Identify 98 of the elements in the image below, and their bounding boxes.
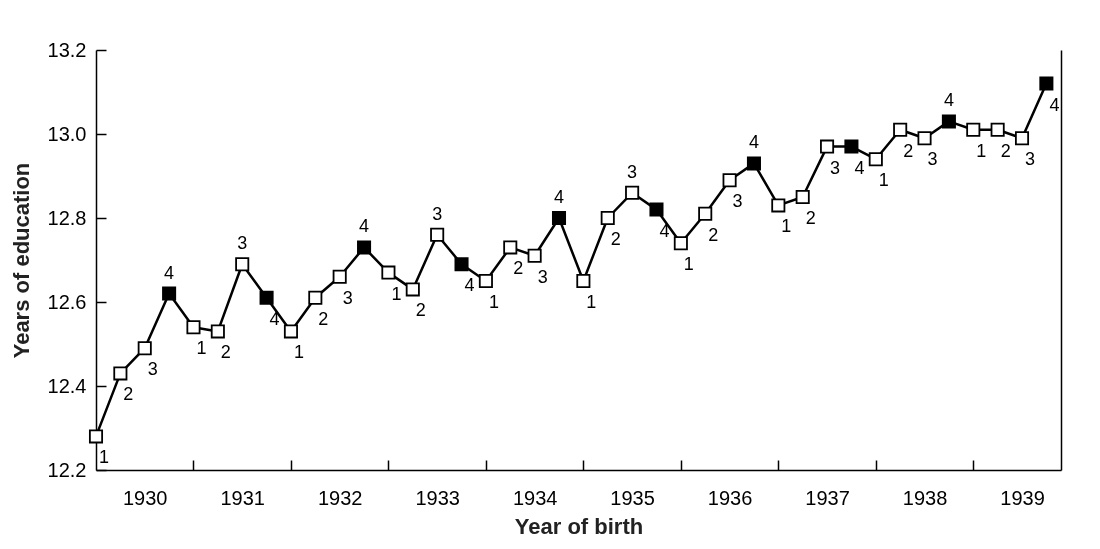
x-tick-label: 1935 [610,486,655,509]
annotation: 3 [830,157,841,178]
annotation: 4 [943,90,954,111]
x-tick-label: 1936 [707,486,753,509]
annotation: 4 [464,275,475,296]
y-tick-label: 12.6 [47,290,87,313]
x-tick-label: 1937 [805,486,850,509]
annotation: 1 [878,170,889,191]
x-tick-label: 1939 [1000,486,1045,509]
point [1039,76,1054,91]
annotation: 3 [432,203,443,224]
point [966,122,981,137]
x-tick-label: 1938 [902,486,948,509]
annotation: 2 [415,300,426,321]
annotation: 1 [196,338,207,359]
annotation: 4 [554,187,565,207]
x-axis-title: Year of birth [514,513,644,539]
annotation: 1 [293,342,304,363]
y-tick-label: 12.2 [47,458,87,481]
annotation: 3 [237,233,248,254]
annotation: 3 [732,191,743,212]
point [893,122,908,137]
x-tick-label: 1934 [512,486,558,509]
point [162,286,177,301]
y-tick-label: 12.4 [47,374,87,397]
annotation: 2 [220,342,231,363]
point [357,240,372,255]
annotation: 1 [98,447,110,468]
annotation: 3 [627,161,638,182]
annotation: 1 [781,216,792,237]
annotation: 2 [610,229,621,249]
x-tick-label: 1932 [317,486,363,509]
point [186,320,201,335]
point [649,202,664,217]
point [503,240,518,255]
annotation: 1 [586,292,597,312]
x-tick-label: 1931 [220,486,265,509]
annotation: 4 [1049,94,1060,115]
annotation: 1 [976,140,987,161]
point [332,269,347,284]
point [868,152,883,167]
point [820,139,835,154]
point [381,265,396,280]
point [795,189,810,205]
point [308,290,323,305]
point [113,366,128,381]
annotation: 2 [1000,140,1011,161]
point [576,273,591,289]
x-tick-label: 1933 [415,486,460,509]
point [478,273,493,289]
annotation: 2 [513,258,524,279]
point [990,122,1005,137]
annotation: 2 [123,384,134,405]
y-tick-label: 13.0 [47,122,87,145]
point [454,257,469,272]
annotation: 1 [683,254,694,275]
point [600,210,615,226]
annotation: 1 [488,292,499,312]
annotation: 4 [659,220,670,241]
point [941,114,956,129]
point [551,210,567,226]
point [625,185,640,200]
annotation: 2 [708,224,719,245]
point [235,257,250,272]
annotation: 3 [537,266,548,287]
point [771,198,786,213]
y-tick-label: 12.8 [47,206,87,229]
y-axis-title: Years of education [8,162,34,359]
point [527,248,542,263]
annotation: 4 [164,262,175,283]
point [673,236,688,251]
annotation: 4 [269,308,280,329]
annotation: 2 [318,308,329,329]
point [88,429,104,444]
annotation: 4 [854,157,865,178]
annotation: 3 [1025,149,1036,170]
annotation: 3 [147,359,158,380]
annotation: 2 [805,208,816,228]
annotation: 4 [748,132,759,153]
x-tick-label: 1930 [122,486,168,509]
point [259,290,274,305]
point [698,206,713,221]
point [137,341,152,356]
point [722,173,737,188]
point [746,156,761,171]
point [844,139,859,154]
annotation: 3 [927,149,938,170]
point [917,131,932,146]
annotation: 3 [342,287,353,308]
y-tick-label: 13.2 [47,38,87,61]
annotation: 4 [359,216,370,237]
annotation: 2 [903,140,914,161]
point [283,324,298,339]
point [1014,131,1030,146]
annotation: 1 [391,283,402,304]
point [405,282,420,297]
point [430,227,445,242]
point [210,324,225,339]
